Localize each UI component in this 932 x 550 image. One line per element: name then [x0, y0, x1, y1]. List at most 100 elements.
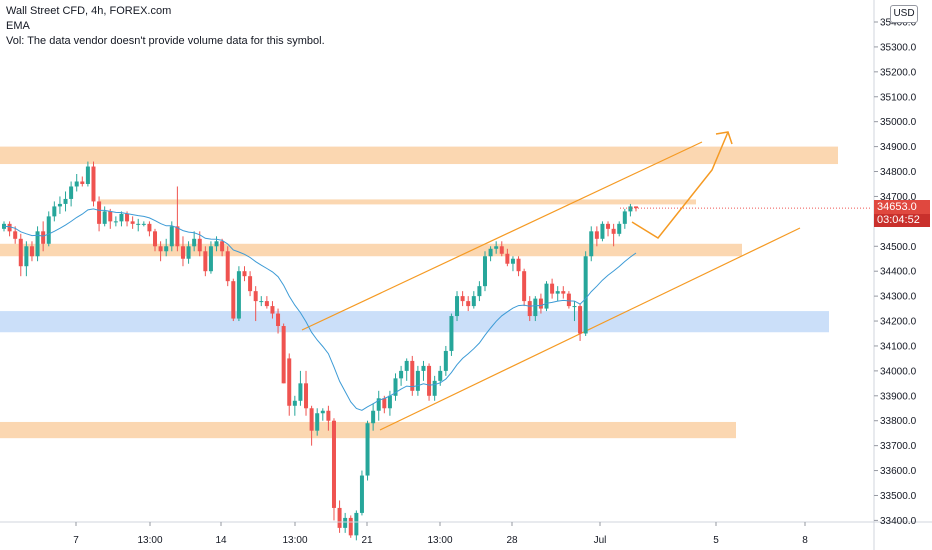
volume-note: Vol: The data vendor doesn't provide vol… — [6, 35, 325, 47]
candle-body — [236, 271, 241, 319]
candle-body — [482, 256, 487, 287]
candle-body — [399, 370, 404, 379]
candle-body — [74, 181, 79, 187]
candle-body — [231, 281, 236, 319]
candle-body — [583, 256, 588, 334]
time-tick-label: 7 — [73, 535, 79, 546]
candle-body — [494, 246, 499, 249]
candlesticks — [2, 161, 638, 541]
candle-body — [46, 216, 51, 244]
price-tick-label: 33500.0 — [880, 491, 917, 502]
candle-body — [169, 226, 174, 247]
candle-body — [158, 246, 163, 252]
time-tick-label: Jul — [594, 535, 607, 546]
candle-body — [141, 223, 146, 225]
price-tick-label: 33700.0 — [880, 441, 917, 452]
candle-body — [57, 203, 62, 207]
candle-body — [309, 408, 314, 431]
candle-body — [315, 413, 320, 431]
candle-body — [488, 248, 493, 257]
zone-blue — [0, 311, 829, 333]
candle-body — [348, 517, 353, 536]
price-tick-label: 33900.0 — [880, 391, 917, 402]
candle-body — [527, 301, 532, 317]
candle-body — [505, 253, 510, 264]
candle-body — [471, 296, 476, 307]
candle-body — [276, 313, 281, 327]
candle-body — [102, 211, 107, 224]
candle-body — [371, 410, 376, 424]
candle-body — [69, 186, 74, 199]
candle-body — [298, 383, 303, 401]
price-tick-label: 34400.0 — [880, 267, 917, 278]
candle-body — [13, 231, 18, 239]
candle-body — [572, 306, 577, 308]
price-tick-label: 34800.0 — [880, 167, 917, 178]
countdown-label: 03:04:52 — [874, 214, 930, 227]
candle-body — [393, 378, 398, 396]
time-tick-label: 5 — [713, 535, 719, 546]
candle-body — [292, 400, 297, 406]
candle-body — [220, 241, 225, 252]
candle-body — [600, 223, 605, 239]
chart-legend: Wall Street CFD, 4h, FOREX.com EMA Vol: … — [6, 4, 325, 49]
candle-body — [41, 231, 46, 244]
candle-body — [248, 276, 253, 292]
candle-body — [147, 223, 152, 232]
ema-line — [3, 207, 872, 411]
candle-body — [606, 223, 611, 229]
symbol-title[interactable]: Wall Street CFD, 4h, FOREX.com — [6, 5, 172, 17]
candle-body — [80, 181, 85, 184]
price-tick-label: 35400.0 — [880, 18, 917, 29]
projection-arrowhead — [715, 131, 733, 145]
candle-body — [97, 201, 102, 224]
candle-body — [622, 211, 627, 224]
candle-body — [18, 238, 23, 267]
candle-body — [164, 246, 169, 252]
candle-body — [108, 211, 113, 222]
zone-orange — [0, 146, 838, 165]
candle-body — [24, 246, 29, 267]
candle-body — [594, 231, 599, 239]
price-tick-label: 35300.0 — [880, 42, 917, 53]
candle-body — [387, 395, 392, 409]
candle-body — [628, 206, 633, 212]
candle-body — [203, 251, 208, 272]
candle-body — [242, 271, 247, 277]
candle-body — [460, 296, 465, 302]
candle-body — [432, 380, 437, 396]
candle-body — [634, 206, 638, 209]
candle-body — [555, 291, 560, 294]
time-tick-label: 21 — [361, 535, 373, 546]
projection-path — [631, 131, 729, 239]
price-tick-label: 34500.0 — [880, 242, 917, 253]
time-tick-label: 13:00 — [137, 535, 162, 546]
candle-body — [359, 475, 364, 513]
price-tick-label: 34900.0 — [880, 142, 917, 153]
currency-button[interactable]: USD — [890, 5, 918, 23]
candle-body — [7, 223, 12, 232]
candle-body — [477, 286, 482, 297]
candle-body — [376, 398, 381, 411]
price-tick-label: 34000.0 — [880, 366, 917, 377]
candle-body — [63, 198, 68, 204]
ema-indicator-label[interactable]: EMA — [6, 20, 30, 32]
candle-body — [443, 350, 448, 371]
candle-body — [270, 306, 275, 314]
price-tick-label: 35000.0 — [880, 117, 917, 128]
channel-upper-line — [301, 141, 703, 331]
candle-body — [337, 507, 342, 528]
zone-orange — [100, 199, 696, 205]
candle-body — [52, 206, 57, 217]
candle-body — [382, 398, 387, 409]
candle-body — [415, 370, 420, 391]
candle-body — [253, 291, 258, 302]
candle-body — [125, 213, 130, 222]
candle-body — [533, 298, 538, 317]
price-zones — [0, 146, 838, 439]
candle-body — [617, 223, 622, 234]
time-tick-label: 13:00 — [282, 535, 307, 546]
candle-body — [566, 293, 571, 307]
